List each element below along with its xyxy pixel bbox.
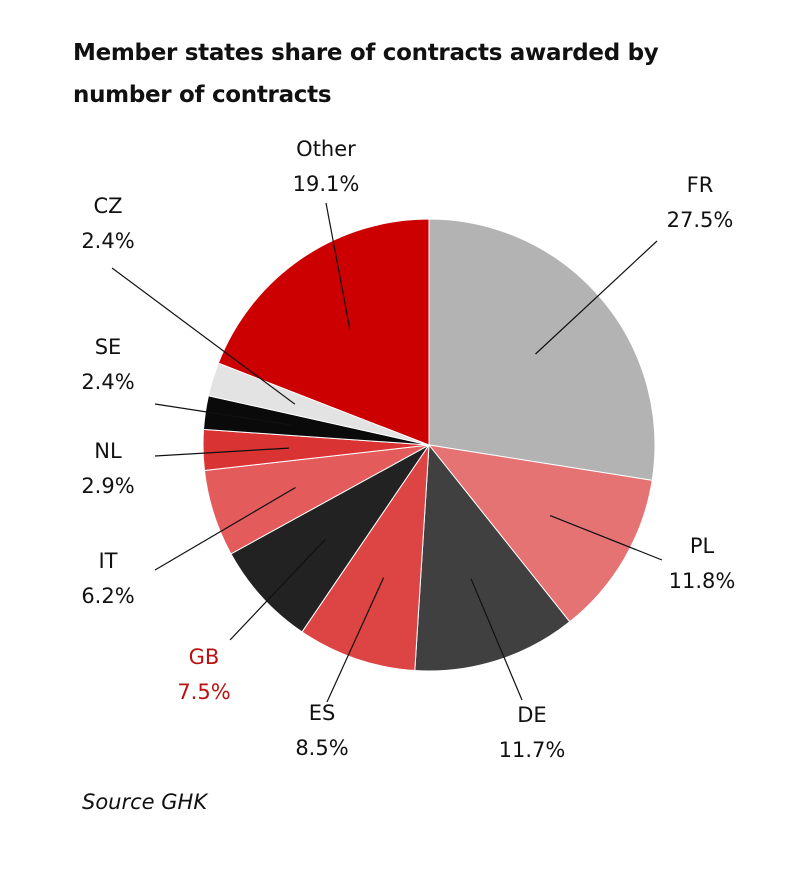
slice-label-value: 11.8% <box>669 569 736 593</box>
slice-label-name: NL <box>94 439 122 463</box>
slice-label-value: 19.1% <box>293 172 360 196</box>
slice-label-it: IT 6.2% <box>81 549 134 608</box>
pie-slice-other <box>217 218 430 446</box>
slice-label-value: 6.2% <box>81 584 134 608</box>
slice-label-name: GB <box>189 645 220 669</box>
leader-line-pl <box>549 515 663 561</box>
pie-slice-fr <box>428 218 656 481</box>
pie-slice-gb <box>230 444 430 633</box>
slice-label-fr: FR 27.5% <box>667 173 734 232</box>
slice-label-pl: PL 11.8% <box>669 534 736 593</box>
leader-line-fr <box>535 240 658 355</box>
slice-label-value: 11.7% <box>499 738 566 762</box>
slice-label-value: 2.9% <box>81 474 134 498</box>
leader-line-other <box>325 202 351 330</box>
slice-label-name: CZ <box>93 194 122 218</box>
slice-label-value: 2.4% <box>81 370 134 394</box>
slice-label-name: SE <box>95 335 122 359</box>
slice-label-name: IT <box>98 549 117 573</box>
leader-line-it <box>154 486 296 571</box>
slice-label-name: ES <box>309 701 336 725</box>
slice-label-name: Other <box>296 137 356 161</box>
leader-line-nl <box>154 447 289 457</box>
slice-label-gb: GB 7.5% <box>177 645 230 704</box>
pie-slice-pl <box>427 444 653 623</box>
slice-label-name: DE <box>517 703 546 727</box>
slice-label-value: 27.5% <box>667 208 734 232</box>
pie-slice-de <box>414 443 571 672</box>
chart-title: Member states share of contracts awarded… <box>73 40 659 108</box>
leader-line-cz <box>111 267 296 405</box>
slice-label-name: FR <box>687 173 714 197</box>
slice-label-value: 7.5% <box>177 680 230 704</box>
slice-label-name: PL <box>690 534 715 558</box>
slice-label-es: ES 8.5% <box>295 701 348 760</box>
leader-line-de <box>470 578 523 701</box>
source-note: Source GHK <box>82 790 208 814</box>
pie-slice-es <box>301 443 430 672</box>
slice-label-value: 8.5% <box>295 736 348 760</box>
slice-label-nl: NL 2.9% <box>81 439 134 498</box>
slice-label-de: DE 11.7% <box>499 703 566 762</box>
slice-label-value: 2.4% <box>81 229 134 253</box>
slice-label-cz: CZ 2.4% <box>81 194 134 253</box>
slice-label-se: SE 2.4% <box>81 335 134 394</box>
leader-line-es <box>326 577 385 703</box>
slice-label-other: Other 19.1% <box>293 137 360 196</box>
leader-line-gb <box>229 538 326 641</box>
leader-line-se <box>154 403 291 426</box>
